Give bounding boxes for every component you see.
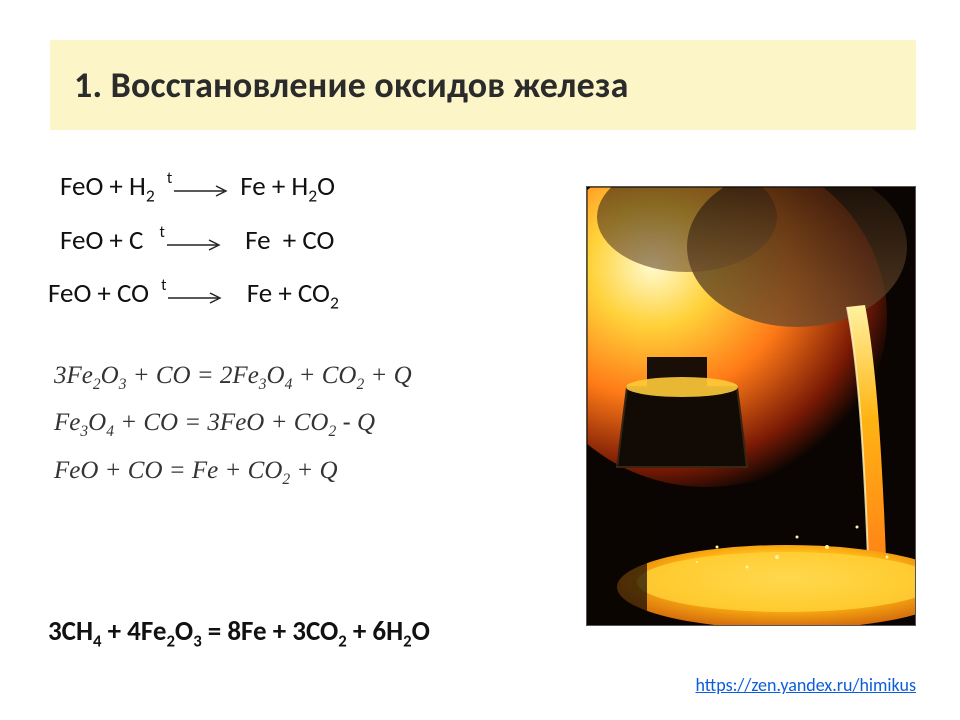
equation-5: Fe3O4 + CO = 3FeO + CO2 - Q [54,399,568,447]
slide-title: 1. Восстановление оксидов железа [74,63,629,107]
equation-3: FeO + CO t Fe + CO2 [48,277,568,313]
heat-arrow-icon: t [161,279,222,312]
heat-arrow-icon: t [159,226,220,259]
heat-arrow-icon: t [167,172,228,205]
equation-group-heat-Q: 3Fe2O3 + CO = 2Fe3O4 + CO2 + Q Fe3O4 + C… [54,352,568,495]
equations-block: FeO + H2 t Fe + H2O FeO + C t Fe + CO Fe… [48,170,568,494]
equation-1: FeO + H2 t Fe + H2O [60,170,568,206]
equation-7: 3CH4 + 4Fe2O3 = 8Fe + 3CO2 + 6H2O [48,615,430,651]
equation-2: FeO + C t Fe + CO [60,224,568,259]
source-link[interactable]: https://zen.yandex.ru/himikus [696,674,917,696]
furnace-image [586,186,916,626]
slide: 1. Восстановление оксидов железа FeO + H… [0,0,960,720]
title-band: 1. Восстановление оксидов железа [50,40,916,130]
equation-4: 3Fe2O3 + CO = 2Fe3O4 + CO2 + Q [54,352,568,400]
equation-6: FeO + CO = Fe + CO2 + Q [54,447,568,495]
